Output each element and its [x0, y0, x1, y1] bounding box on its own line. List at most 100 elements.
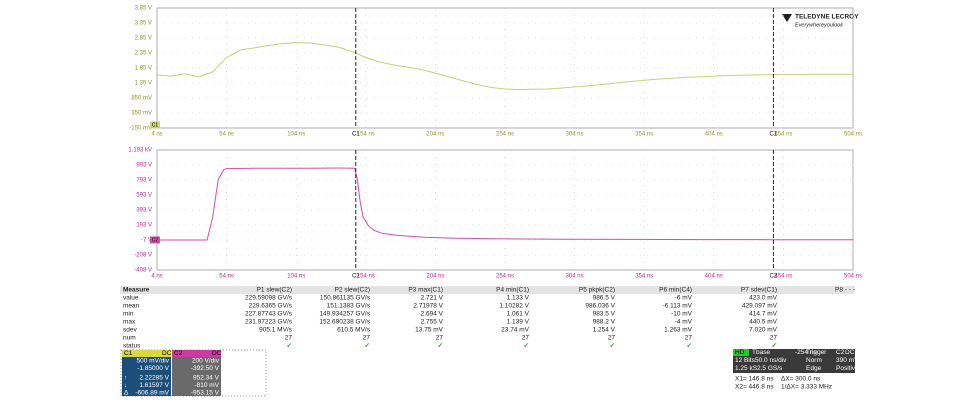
y-tick-label: 1.35 V — [135, 81, 152, 87]
x-tick-label: 304 ns — [566, 132, 584, 138]
table-cell: 23.74 mV — [501, 327, 529, 334]
channel-marker-label: C1 — [152, 122, 159, 128]
table-cell: 13.75 mV — [415, 327, 443, 334]
table-cell: ✓ — [772, 343, 777, 350]
channel-value: 952.34 V — [193, 375, 220, 382]
y-tick-label: 850 mV — [131, 96, 152, 102]
row-label: sdev — [123, 327, 137, 334]
row-label: status — [123, 343, 141, 350]
x-tick-label: 454 ns — [774, 132, 792, 138]
x-tick-label: 104 ns — [287, 132, 305, 138]
cursor-marker: ↑ — [124, 375, 127, 382]
table-cell: 229.6365 GV/s — [249, 303, 293, 310]
table-cell: -6 mV — [675, 295, 693, 302]
row-label: max — [123, 319, 136, 326]
table-header: P6 min(C4) — [659, 287, 692, 294]
table-cell: 27 — [685, 335, 693, 342]
cursor-marker: ↓ — [124, 382, 127, 389]
channel-value: -953.15 V — [191, 390, 220, 397]
table-header: P5 pkpk(C2) — [579, 287, 615, 294]
y-tick-label: 1.193 kV — [128, 148, 152, 154]
y-tick-label: -208 V — [134, 253, 152, 259]
table-cell: 2.71978 V — [413, 303, 443, 310]
table-cell: 423.0 mV — [749, 295, 777, 302]
table-header: P2 slew(C2) — [335, 287, 370, 294]
timebase-value: -254 ns — [795, 349, 817, 356]
table-header: Measure — [123, 287, 150, 294]
timebase-value: 50.0 ns/div — [755, 357, 787, 364]
channel-marker — [150, 121, 160, 129]
channel-value: -606.89 mV — [135, 390, 169, 397]
cursor-label: C2 — [352, 274, 360, 280]
table-cell: 150.861135 GV/s — [320, 295, 371, 302]
channel-label: C2 — [174, 350, 183, 357]
table-header: P4 min(C1) — [496, 287, 529, 294]
timebase-value: Norm — [806, 357, 822, 364]
y-tick-label: 2.35 V — [135, 51, 152, 57]
table-cell: ✓ — [524, 343, 529, 350]
table-cell: 152.690238 GV/s — [319, 319, 370, 326]
x-tick-label: 104 ns — [287, 274, 305, 280]
channel-value: 1.61597 V — [139, 382, 169, 389]
x-tick-label: 504 ns — [844, 274, 862, 280]
table-cell: 27 — [608, 335, 616, 342]
table-cell: -6.113 mV — [662, 303, 692, 310]
logo-tagline: Everywhereyoulook — [795, 22, 843, 28]
cursor-readout: X1= 146.8 ns — [735, 376, 774, 383]
x-tick-label: 454 ns — [774, 274, 792, 280]
table-cell: 440.5 mV — [749, 319, 777, 326]
y-tick-label: 2.85 V — [135, 36, 152, 42]
table-header: P1 slew(C2) — [257, 287, 292, 294]
channel-marker — [150, 236, 160, 244]
table-cell: 610.5 MV/s — [337, 327, 371, 334]
cursor-label: C1 — [352, 132, 360, 138]
table-cell: ✓ — [610, 343, 615, 350]
logo-icon — [782, 14, 792, 22]
table-header: P8 - - - — [835, 287, 855, 294]
y-tick-label: 193 V — [136, 223, 152, 229]
channel-value: 500 mV/div — [136, 358, 169, 365]
y-tick-label: 3.85 V — [135, 6, 152, 12]
table-cell: 1.254 V — [593, 327, 616, 334]
table-header-bg — [120, 286, 855, 294]
x-tick-label: 354 ns — [635, 132, 653, 138]
table-cell: -4 mV — [675, 319, 693, 326]
plot-frame — [156, 7, 854, 129]
row-label: mean — [123, 303, 140, 310]
table-cell: 986.5 V — [593, 295, 616, 302]
table-cell: -10 mV — [671, 311, 693, 318]
channel-coupling: DC — [212, 350, 222, 357]
table-cell: 149.934257 GV/s — [319, 311, 370, 318]
x-tick-label: 204 ns — [426, 274, 444, 280]
y-tick-label: 3.35 V — [135, 21, 152, 27]
logo-brand: TELEDYNE LECROY — [795, 14, 859, 21]
trace — [156, 41, 853, 91]
table-cell: ✓ — [438, 343, 443, 350]
y-tick-label: 993 V — [136, 163, 152, 169]
y-tick-label: 1.85 V — [135, 66, 152, 72]
timebase-bg — [733, 349, 855, 373]
cursor-readout: 1/ΔX= 3.333 MHz — [781, 384, 832, 391]
timebase-value: Trigger — [806, 349, 827, 356]
table-cell: 1.133 V — [507, 295, 530, 302]
y-tick-label: -150 mV — [129, 126, 152, 132]
x-tick-label: 204 ns — [426, 132, 444, 138]
table-cell: 429.097 mV — [742, 303, 778, 310]
cursor-readout: ΔX= 300.0 ns — [781, 376, 821, 383]
table-cell: 986.036 V — [585, 303, 615, 310]
table-cell: ✓ — [287, 343, 292, 350]
timebase-value: 2.5 GS/s — [757, 365, 783, 372]
table-cell: ✓ — [365, 343, 370, 350]
y-tick-label: 393 V — [136, 208, 152, 214]
x-tick-label: 154 ns — [357, 274, 375, 280]
x-tick-label: 54 ns — [219, 132, 234, 138]
table-cell: 1.263 mV — [664, 327, 692, 334]
channel-header — [172, 350, 221, 357]
channel-value: -392.50 V — [191, 365, 220, 372]
timebase-value: 1.25 kS — [735, 365, 758, 372]
channel-value: -810 mV — [194, 382, 219, 389]
timebase-value: Positive — [836, 365, 859, 372]
x-tick-label: 254 ns — [496, 132, 514, 138]
channel-body — [172, 357, 221, 396]
